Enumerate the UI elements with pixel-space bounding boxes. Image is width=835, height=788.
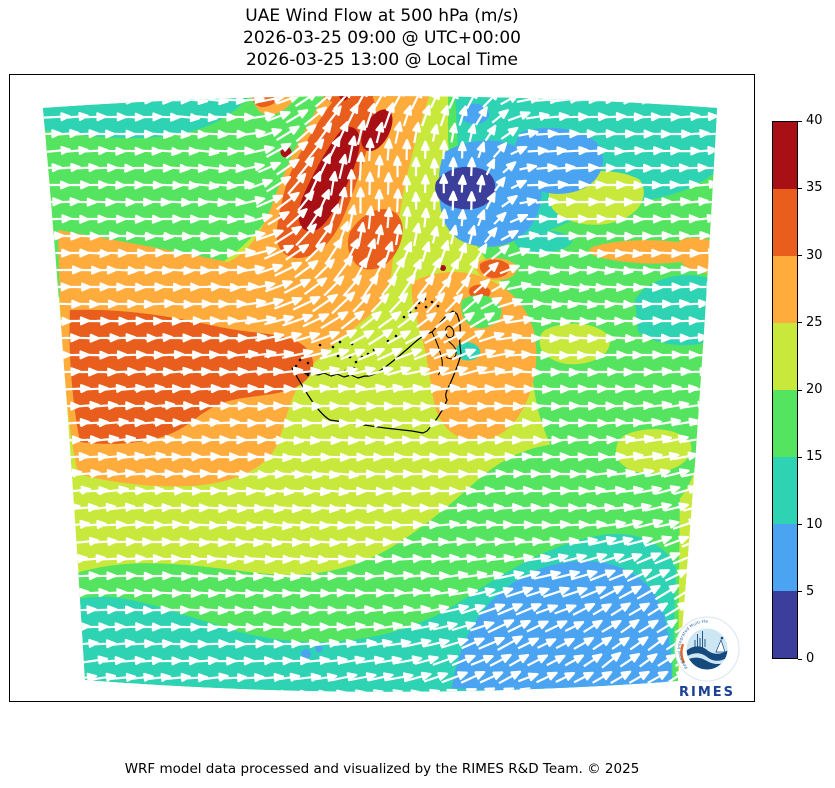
island-dot: [430, 300, 434, 304]
contour-region-orange-right-streak: [589, 240, 703, 264]
island-dot: [318, 343, 322, 347]
figure-subtitle-utc: 2026-03-25 09:00 @ UTC+00:00: [243, 28, 521, 48]
contour-region-blue-bottom-dot-1: [301, 649, 311, 659]
island-dot: [338, 340, 342, 344]
colorbar-label-35: 35: [806, 180, 823, 196]
island-dot: [354, 360, 358, 364]
island-dot: [298, 358, 302, 362]
colorbar: [772, 121, 798, 659]
contour-region-darkred-dot-2: [339, 96, 349, 101]
colorbar-segment-6: [773, 189, 797, 256]
colorbar-label-0: 0: [806, 651, 815, 666]
colorbar-tickmark-15: [798, 456, 802, 458]
colorbar-tickmark-30: [798, 255, 802, 256]
contour-region-orangered-west-blob: [69, 309, 314, 444]
island-dot: [394, 334, 398, 338]
colorbar-tickmark-40: [798, 120, 802, 122]
colorbar-tickmark-25: [798, 322, 802, 324]
colorbar-tickmark-10: [798, 524, 802, 525]
island-dot: [402, 315, 406, 319]
colorbar-label-10: 10: [806, 516, 823, 532]
plot-frame: [9, 74, 755, 702]
colorbar-tickmark-20: [798, 389, 802, 391]
island-dot: [306, 373, 310, 377]
island-dot: [294, 364, 298, 368]
colorbar-segment-2: [773, 457, 797, 524]
figure-title: UAE Wind Flow at 500 hPa (m/s): [245, 6, 519, 26]
colorbar-label-40: 40: [806, 113, 823, 128]
figure-subtitle-local: 2026-03-25 13:00 @ Local Time: [245, 50, 519, 70]
colorbar-segment-7: [773, 122, 797, 189]
island-dot: [331, 345, 335, 349]
uae-inner-line: [445, 339, 457, 360]
island-dot: [336, 354, 340, 358]
colorbar-segment-4: [773, 323, 797, 390]
colorbar-segment-1: [773, 524, 797, 591]
figure-title-block: UAE Wind Flow at 500 hPa (m/s) 2026-03-2…: [9, 5, 755, 71]
colorbar-segment-3: [773, 390, 797, 457]
contour-region-orange-right-edge: [676, 237, 716, 274]
colorbar-label-30: 30: [806, 247, 823, 263]
rimes-logo-orange-arc: [680, 643, 686, 664]
colorbar-label-5: 5: [806, 583, 815, 599]
colorbar-segment-0: [773, 591, 797, 658]
uae-inner-line: [445, 325, 455, 339]
contour-region-teal-right-edge: [635, 275, 715, 346]
colorbar-label-25: 25: [806, 314, 823, 330]
island-dot: [436, 304, 440, 308]
colorbar-segment-5: [773, 256, 797, 323]
footer-credit: WRF model data processed and visualized …: [124, 761, 640, 777]
colorbar-tickmark-35: [798, 187, 802, 189]
island-dot: [306, 361, 310, 365]
rimes-logo-wordmark: RIMES: [679, 685, 735, 700]
island-dot: [414, 306, 418, 310]
colorbar-label-20: 20: [806, 382, 823, 397]
island-dot: [424, 305, 428, 309]
contour-region-blue-bottom-dot-2: [315, 645, 323, 653]
colorbar-tickmark-5: [798, 591, 802, 593]
colorbar-label-15: 15: [806, 449, 823, 465]
colorbar-tickmark-0: [798, 658, 802, 660]
contour-region-darkred-dot-3: [440, 265, 446, 271]
